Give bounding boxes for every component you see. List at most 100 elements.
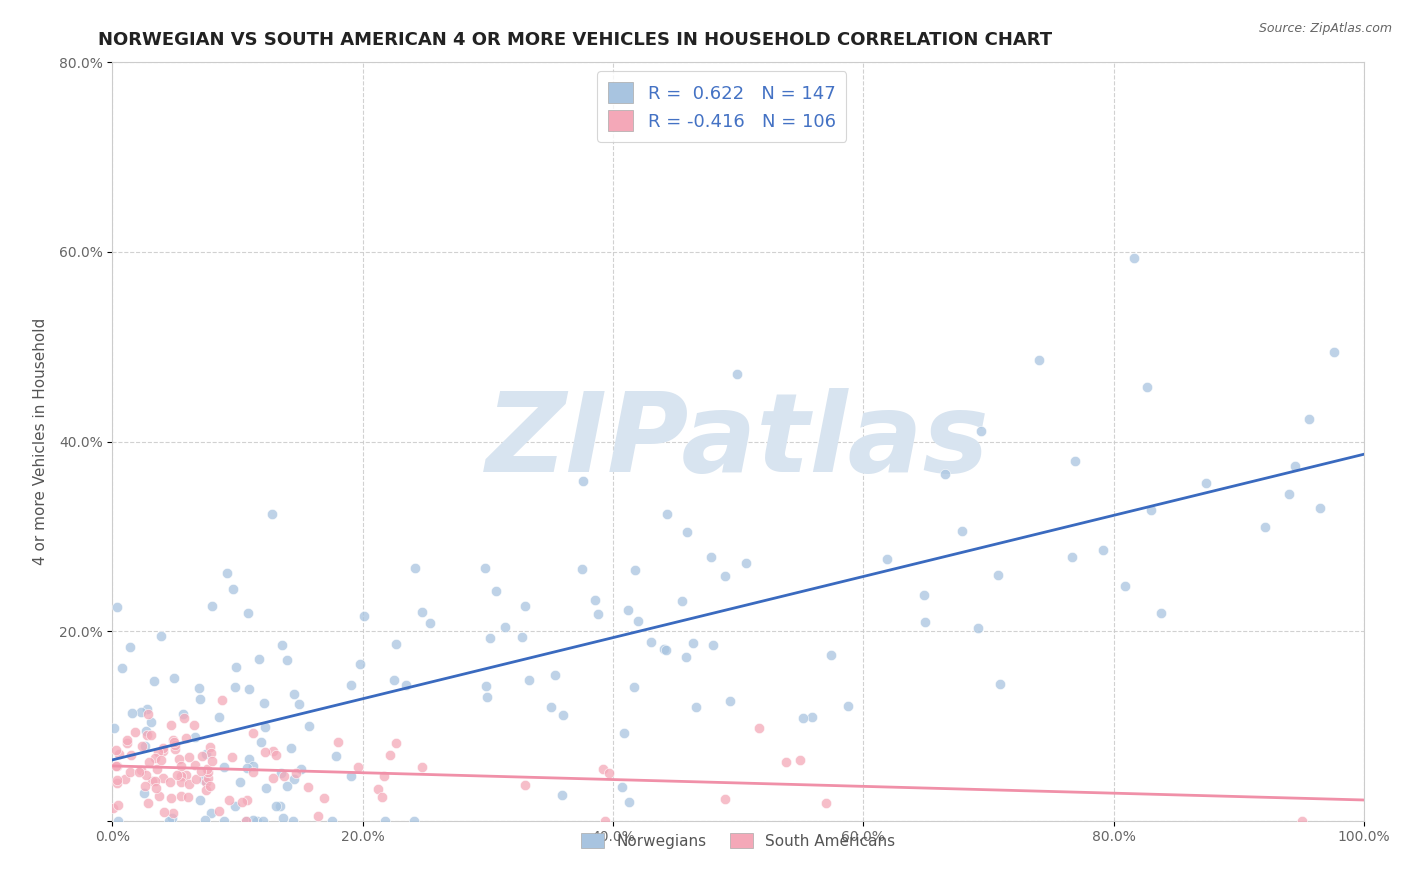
- Point: [353, 608, 375, 623]
- Point: [214, 814, 236, 828]
- Point: [540, 700, 562, 714]
- Point: [225, 659, 247, 673]
- Point: [128, 764, 150, 779]
- Point: [627, 614, 650, 628]
- Point: [280, 740, 302, 755]
- Point: [152, 741, 174, 756]
- Point: [211, 692, 233, 706]
- Point: [184, 758, 207, 772]
- Point: [598, 766, 620, 780]
- Point: [273, 811, 295, 825]
- Point: [187, 681, 209, 695]
- Point: [111, 660, 134, 674]
- Point: [172, 707, 194, 722]
- Point: [160, 811, 183, 825]
- Point: [250, 735, 273, 749]
- Point: [136, 706, 159, 721]
- Point: [1291, 814, 1313, 828]
- Point: [950, 524, 973, 538]
- Point: [339, 770, 361, 784]
- Point: [262, 744, 284, 758]
- Point: [583, 592, 606, 607]
- Point: [136, 796, 159, 810]
- Point: [655, 643, 678, 657]
- Point: [235, 814, 257, 828]
- Point: [107, 747, 129, 761]
- Point: [914, 615, 936, 629]
- Point: [200, 779, 222, 793]
- Point: [623, 680, 645, 694]
- Point: [139, 728, 162, 742]
- Point: [1322, 344, 1344, 359]
- Point: [685, 700, 707, 714]
- Point: [477, 690, 499, 705]
- Point: [131, 739, 153, 753]
- Point: [105, 600, 128, 615]
- Point: [160, 718, 183, 732]
- Point: [177, 749, 200, 764]
- Point: [162, 732, 184, 747]
- Point: [224, 680, 246, 694]
- Point: [273, 769, 295, 783]
- Point: [195, 747, 218, 761]
- Point: [283, 687, 305, 701]
- Point: [837, 698, 859, 713]
- Point: [201, 599, 224, 613]
- Point: [242, 813, 264, 827]
- Point: [792, 710, 814, 724]
- Point: [373, 769, 395, 783]
- Point: [195, 763, 218, 777]
- Point: [748, 722, 770, 736]
- Point: [1060, 550, 1083, 565]
- Point: [298, 719, 321, 733]
- Point: [150, 629, 173, 643]
- Point: [1114, 579, 1136, 593]
- Point: [200, 806, 222, 821]
- Point: [170, 759, 193, 773]
- Point: [775, 755, 797, 769]
- Point: [188, 691, 211, 706]
- Point: [593, 814, 616, 828]
- Point: [713, 568, 735, 582]
- Point: [725, 367, 748, 381]
- Point: [238, 606, 260, 620]
- Point: [675, 649, 697, 664]
- Point: [170, 769, 193, 783]
- Point: [136, 728, 159, 742]
- Point: [682, 635, 704, 649]
- Point: [276, 652, 298, 666]
- Point: [134, 780, 156, 794]
- Point: [173, 711, 195, 725]
- Point: [148, 789, 170, 803]
- Point: [120, 640, 142, 655]
- Point: [105, 743, 128, 757]
- Point: [150, 754, 173, 768]
- Point: [876, 552, 898, 566]
- Point: [146, 762, 169, 776]
- Point: [815, 796, 838, 810]
- Point: [404, 561, 426, 575]
- Point: [167, 752, 190, 766]
- Point: [103, 721, 125, 735]
- Point: [176, 768, 198, 782]
- Point: [513, 778, 536, 792]
- Point: [1284, 458, 1306, 473]
- Point: [174, 731, 197, 746]
- Text: NORWEGIAN VS SOUTH AMERICAN 4 OR MORE VEHICLES IN HOUSEHOLD CORRELATION CHART: NORWEGIAN VS SOUTH AMERICAN 4 OR MORE VE…: [98, 31, 1053, 49]
- Point: [253, 720, 276, 734]
- Point: [297, 780, 319, 794]
- Point: [969, 424, 991, 438]
- Point: [271, 638, 294, 652]
- Point: [177, 777, 200, 791]
- Point: [105, 772, 128, 787]
- Point: [136, 702, 159, 716]
- Point: [194, 782, 217, 797]
- Point: [553, 708, 575, 723]
- Point: [1028, 353, 1050, 368]
- Point: [1091, 543, 1114, 558]
- Point: [262, 771, 284, 785]
- Point: [152, 771, 174, 785]
- Point: [252, 814, 274, 828]
- Point: [367, 781, 389, 796]
- Point: [1123, 251, 1146, 265]
